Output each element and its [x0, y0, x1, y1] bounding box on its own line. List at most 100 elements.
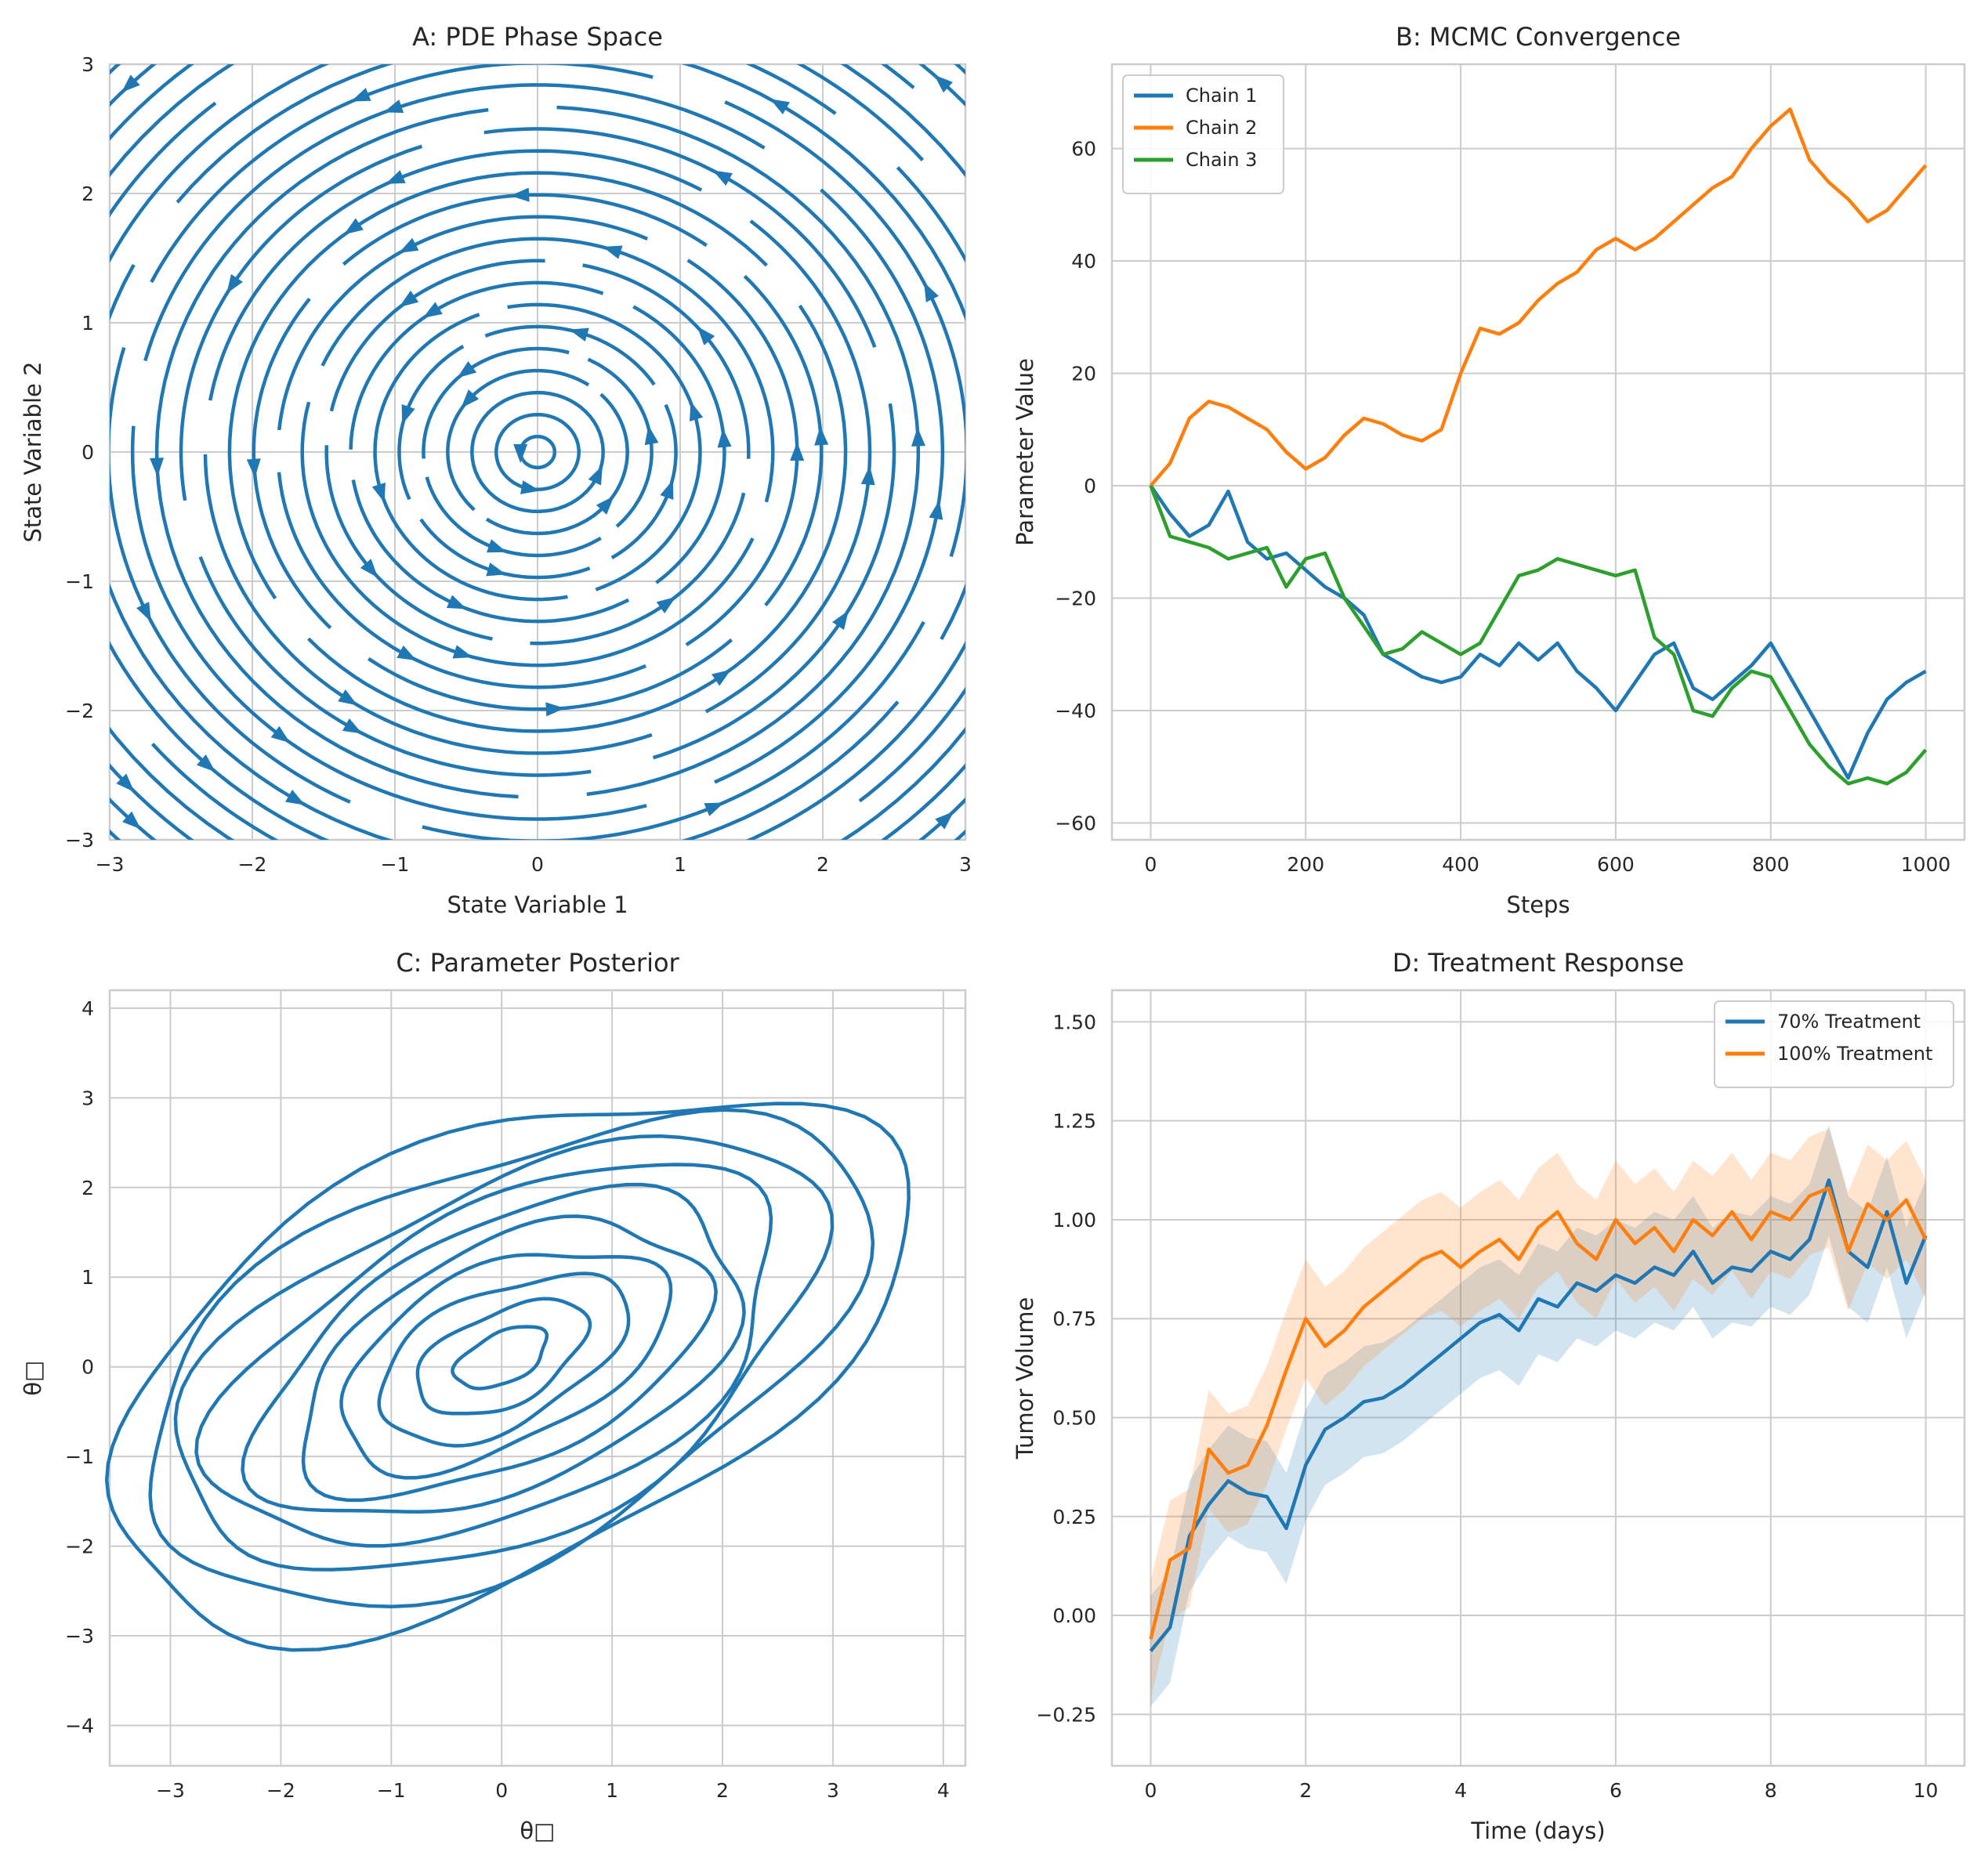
streamline: [724, 100, 965, 558]
x-tick-label: 6: [1610, 1779, 1622, 1802]
stream-arrow: [993, 544, 1006, 565]
y-tick-label: −2: [65, 700, 94, 722]
x-tick-label: 3: [827, 1779, 839, 1802]
streamline: [587, 357, 654, 528]
density-contour: [173, 1134, 835, 1572]
x-tick-label: 2: [716, 1779, 729, 1802]
x-tick-label: 4: [937, 1779, 950, 1802]
legend-entry: 70% Treatment: [1777, 1011, 1921, 1033]
stream-arrow: [929, 500, 943, 520]
streamline: [918, 797, 965, 840]
stream-arrow: [320, 5, 340, 18]
plot-frame: [1110, 989, 1966, 1767]
confidence-band: [1150, 1124, 1926, 1707]
stream-arrow: [656, 596, 676, 614]
stream-arrow: [911, 427, 925, 447]
y-tick-label: 1.25: [1052, 1110, 1096, 1133]
y-tick-label: −3: [65, 1625, 94, 1648]
x-tick-label: 200: [1287, 853, 1324, 876]
y-tick-label: 3: [81, 53, 94, 76]
stream-arrow: [934, 74, 953, 93]
y-axis-label: State Variable 2: [20, 361, 46, 542]
streamlines: [110, 0, 1006, 840]
y-tick-label: −40: [1055, 700, 1096, 722]
x-tick-label: −2: [238, 853, 267, 876]
y-tick-label: 2: [81, 183, 94, 205]
streamline: [130, 425, 647, 821]
streamline: [110, 763, 194, 840]
confidence-band: [1150, 1128, 1926, 1699]
panel-B: 0 200 400 600 800 1000 −60 −40 −20 0 20 40 60 B: MCMC…: [1012, 22, 1966, 918]
y-tick-label: 0.00: [1052, 1604, 1096, 1627]
x-tick-label: 0: [1145, 1779, 1157, 1802]
legend-entry: Chain 2: [1186, 117, 1257, 139]
y-tick-label: 1.00: [1052, 1209, 1096, 1232]
y-tick-label: −60: [1055, 812, 1096, 834]
stream-arrow: [486, 539, 507, 553]
panel-title: A: PDE Phase Space: [412, 22, 663, 52]
series-line: [1149, 1178, 1928, 1652]
stream-arrow: [697, 326, 715, 345]
y-tick-label: 0.50: [1052, 1407, 1096, 1430]
x-tick-label: 800: [1752, 853, 1790, 876]
stream-arrow: [116, 773, 135, 792]
panel-A: −3 −2 −1 0 1 2 3 −3 −2 −1 0 1 2 3 A: PDE Phase Space St…: [20, 0, 1006, 918]
stream-arrow: [136, 602, 151, 622]
streamline: [632, 305, 726, 584]
stream-arrow: [644, 425, 659, 446]
stream-arrow: [401, 403, 415, 425]
stream-arrow: [616, 0, 636, 13]
x-axis-label: State Variable 1: [447, 892, 628, 918]
series-line: [1149, 484, 1927, 780]
density-contour: [104, 1101, 911, 1652]
stream-arrow: [150, 458, 164, 477]
x-tick-label: 1: [606, 1779, 618, 1802]
y-tick-label: 2: [81, 1177, 94, 1199]
stream-arrow: [452, 645, 473, 659]
stream-arrow: [338, 689, 358, 706]
legend-entry: 100% Treatment: [1777, 1043, 1932, 1065]
streamline: [422, 620, 925, 840]
streamline: [425, 476, 602, 558]
streamline: [368, 638, 733, 711]
stream-arrow: [226, 273, 243, 294]
stream-arrow: [122, 811, 141, 830]
stream-arrow: [342, 718, 363, 734]
x-tick-label: 1000: [1901, 853, 1951, 876]
streamline: [110, 101, 217, 218]
y-axis-label: Tumor Volume: [1012, 1297, 1038, 1460]
stream-arrow: [350, 88, 371, 102]
stream-arrow: [717, 428, 732, 448]
density-contour: [415, 1297, 592, 1416]
stream-arrow: [196, 754, 215, 772]
x-tick-label: −1: [381, 853, 410, 876]
stream-arrow: [510, 187, 530, 202]
series-line: [1149, 485, 1928, 786]
streamline: [150, 743, 279, 840]
streamline: [110, 64, 915, 141]
density-contour: [241, 1182, 746, 1514]
streamline: [110, 641, 330, 840]
streamline: [954, 64, 965, 840]
x-tick-label: 1: [674, 853, 686, 876]
y-axis-label: Parameter Value: [1012, 358, 1038, 546]
y-tick-label: 4: [81, 997, 94, 1020]
stream-arrow: [588, 465, 603, 486]
legend-box: [1122, 74, 1284, 194]
streamline: [150, 64, 654, 284]
x-tick-label: 600: [1597, 853, 1635, 876]
stream-arrow: [457, 360, 477, 378]
panel-C: −3 −2 −1 0 1 2 3 4 −4 −3 −2 −1 0 1 2 3 4 C: Parameter Pos…: [20, 948, 967, 1844]
streamline: [227, 171, 768, 600]
stream-arrow: [712, 669, 731, 686]
y-tick-label: 0: [1084, 475, 1096, 497]
y-tick-label: 0: [81, 441, 94, 464]
stream-arrow: [246, 458, 261, 478]
stream-arrow: [461, 389, 480, 408]
stream-arrow: [422, 302, 443, 318]
panel-D: 0 2 4 6 8 10 −0.25 0.00 0.25 0.50 0.75 1.00 1.25 1.50…: [1012, 948, 1966, 1844]
streamline: [745, 166, 965, 840]
x-tick-label: 4: [1454, 1779, 1467, 1802]
x-tick-label: −3: [156, 1779, 185, 1802]
